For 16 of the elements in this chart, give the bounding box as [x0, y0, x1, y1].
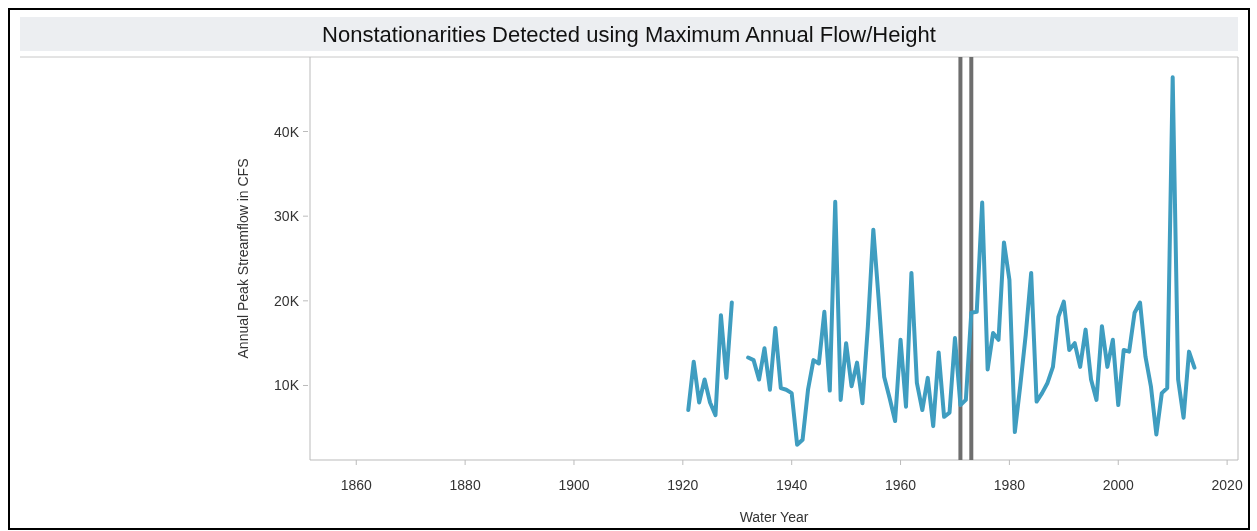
x-tick-label: 1960 — [884, 477, 917, 493]
x-tick-label: 1900 — [558, 477, 590, 493]
x-tick-label: 1880 — [449, 477, 481, 493]
chart-title: Nonstationarities Detected using Maximum Annual Flow/Height — [322, 22, 936, 47]
y-tick-label: 10K — [274, 377, 300, 394]
x-tick-label: 1860 — [340, 477, 373, 493]
y-axis-title: Annual Peak Streamflow in CFS — [235, 158, 251, 359]
x-tick-label: 1980 — [993, 477, 1026, 493]
x-axis-title: Water Year — [739, 509, 809, 525]
x-tick-label: 1920 — [667, 477, 699, 493]
x-tick-label: 2020 — [1211, 477, 1243, 493]
y-tick-label: 30K — [274, 208, 300, 225]
y-tick-label: 40K — [274, 123, 300, 140]
x-tick-label: 1940 — [776, 477, 808, 493]
y-tick-label: 20K — [274, 292, 300, 309]
x-tick-label: 2000 — [1102, 477, 1135, 493]
